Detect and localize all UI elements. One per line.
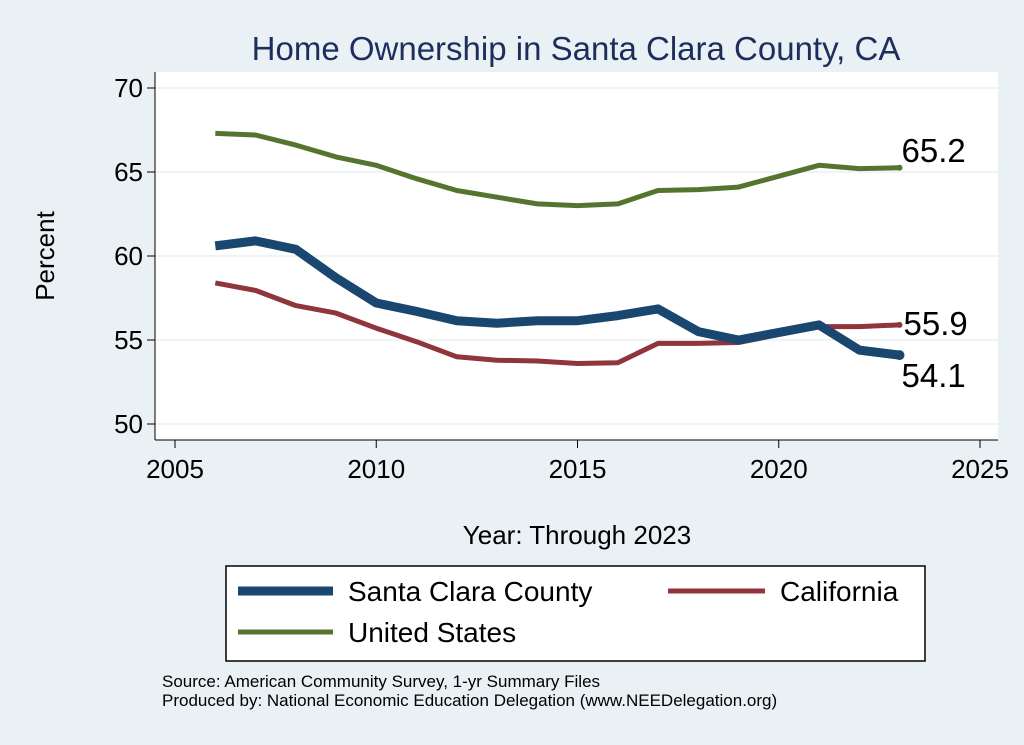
y-tick-label: 65 (114, 157, 143, 187)
legend: Santa Clara County California United State… (225, 565, 926, 662)
x-axis-label: Year: Through 2023 (463, 520, 691, 550)
legend-label-california: California (780, 576, 899, 607)
legend-box (225, 565, 926, 662)
x-tick-label: 2020 (750, 454, 808, 484)
source-notes: Source: American Community Survey, 1-yr … (162, 672, 777, 710)
series-end-point-santa-clara-county (894, 350, 905, 361)
x-tick-label: 2015 (549, 454, 607, 484)
legend-label-santa-clara-county: Santa Clara County (348, 576, 592, 607)
y-tick-label: 50 (114, 409, 143, 439)
series-line-santa-clara-county (214, 236, 901, 360)
legend-label-united-states: United States (348, 617, 516, 648)
axes: 50 55 60 65 70 2005 2010 2015 2020 2025 (114, 72, 1009, 484)
end-labels: 54.1 55.9 65.2 (902, 132, 968, 394)
x-tick-label: 2005 (146, 454, 204, 484)
end-label-united-states: 65.2 (902, 132, 966, 169)
series-end-point-united-states (896, 164, 903, 171)
y-axis-label: Percent (30, 210, 60, 300)
end-label-california: 55.9 (904, 305, 968, 342)
y-tick-label: 70 (114, 73, 143, 103)
y-tick-label: 60 (114, 241, 143, 271)
x-tick-label: 2025 (951, 454, 1009, 484)
gridlines (155, 87, 998, 425)
series-end-point-california (896, 321, 903, 328)
x-tick-label: 2010 (347, 454, 405, 484)
chart-title: Home Ownership in Santa Clara County, CA (252, 30, 901, 67)
series-line-united-states (215, 130, 900, 209)
y-tick-label: 55 (114, 325, 143, 355)
source-note: Source: American Community Survey, 1-yr … (162, 672, 601, 691)
series-layer (214, 130, 905, 366)
produced-note: Produced by: National Economic Education… (162, 691, 778, 710)
end-label-santa-clara-county: 54.1 (902, 357, 966, 394)
